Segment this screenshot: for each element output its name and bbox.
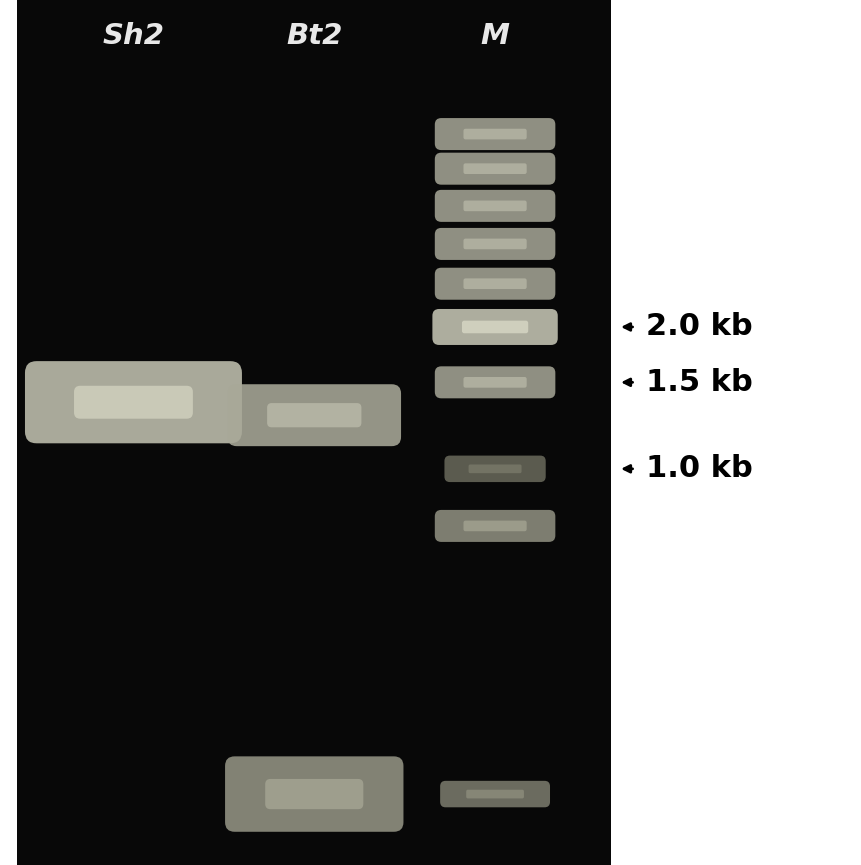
FancyBboxPatch shape [227, 384, 401, 446]
FancyBboxPatch shape [435, 509, 555, 541]
FancyBboxPatch shape [444, 456, 546, 482]
Text: 2.0 kb: 2.0 kb [646, 312, 753, 342]
FancyBboxPatch shape [463, 163, 527, 174]
Text: 1.0 kb: 1.0 kb [646, 454, 753, 484]
FancyBboxPatch shape [463, 129, 527, 139]
FancyBboxPatch shape [432, 309, 558, 345]
FancyBboxPatch shape [435, 366, 555, 398]
FancyBboxPatch shape [463, 279, 527, 289]
FancyBboxPatch shape [435, 152, 555, 184]
FancyBboxPatch shape [435, 189, 555, 221]
FancyBboxPatch shape [435, 227, 555, 260]
FancyBboxPatch shape [463, 239, 527, 249]
FancyBboxPatch shape [267, 403, 362, 427]
Text: M: M [480, 22, 510, 49]
FancyBboxPatch shape [463, 201, 527, 211]
FancyBboxPatch shape [74, 386, 193, 419]
Text: Bt2: Bt2 [286, 22, 343, 49]
Text: 1.5 kb: 1.5 kb [646, 368, 753, 397]
FancyBboxPatch shape [435, 118, 555, 151]
FancyBboxPatch shape [440, 781, 550, 807]
FancyBboxPatch shape [25, 362, 242, 443]
FancyBboxPatch shape [463, 377, 527, 388]
FancyBboxPatch shape [466, 790, 524, 798]
Text: Sh2: Sh2 [102, 22, 164, 49]
FancyBboxPatch shape [265, 779, 363, 809]
FancyBboxPatch shape [462, 321, 528, 333]
FancyBboxPatch shape [463, 521, 527, 531]
FancyBboxPatch shape [468, 465, 522, 473]
Bar [17, 0, 611, 865]
FancyBboxPatch shape [225, 756, 404, 832]
FancyBboxPatch shape [435, 267, 555, 299]
